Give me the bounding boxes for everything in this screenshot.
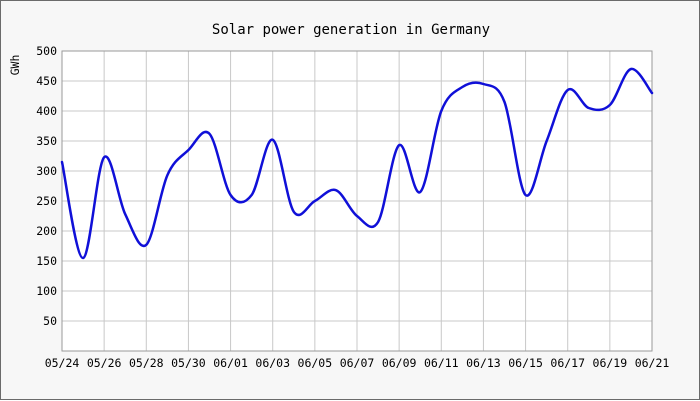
y-tick-labels: 50 100 150 200 250 300 350 400 450 500 (36, 44, 57, 328)
x-tick-label: 05/30 (171, 356, 206, 370)
y-tick-label: 250 (36, 194, 57, 208)
y-tick-label: 400 (36, 104, 57, 118)
x-tick-label: 05/24 (45, 356, 80, 370)
y-tick-label: 500 (36, 44, 57, 58)
x-tick-label: 06/21 (635, 356, 670, 370)
x-tick-label: 06/19 (593, 356, 628, 370)
x-tick-label: 05/28 (129, 356, 164, 370)
x-tick-label: 05/26 (87, 356, 122, 370)
x-tick-label: 06/03 (255, 356, 290, 370)
x-tick-label: 06/07 (340, 356, 375, 370)
y-tick-label: 450 (36, 74, 57, 88)
y-tick-label: 300 (36, 164, 57, 178)
x-tick-label: 06/01 (213, 356, 248, 370)
chart-title: Solar power generation in Germany (212, 22, 490, 38)
y-tick-label: 350 (36, 134, 57, 148)
x-tick-label: 06/11 (424, 356, 459, 370)
x-tick-label: 06/17 (550, 356, 585, 370)
x-tick-label: 06/15 (508, 356, 543, 370)
y-axis-label: GWh (8, 55, 22, 76)
y-tick-label: 50 (43, 314, 57, 328)
y-tick-label: 200 (36, 224, 57, 238)
x-tick-label: 06/09 (382, 356, 417, 370)
y-tick-label: 100 (36, 284, 57, 298)
x-tick-label: 06/13 (466, 356, 501, 370)
x-tick-label: 06/05 (298, 356, 333, 370)
x-tick-labels: 05/24 05/26 05/28 05/30 06/01 06/03 06/05 06/07… (45, 356, 670, 370)
y-tick-label: 150 (36, 254, 57, 268)
